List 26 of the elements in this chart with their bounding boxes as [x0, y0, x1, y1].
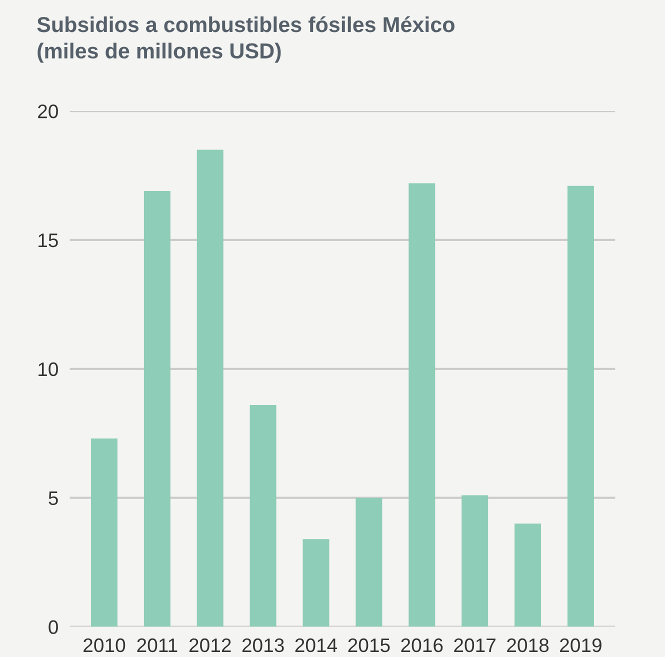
y-tick-label: 5 — [48, 492, 58, 506]
x-tick-label: 2014 — [295, 638, 338, 652]
bar — [567, 186, 594, 627]
bar — [91, 438, 118, 627]
bar — [356, 498, 382, 627]
x-tick-label: 2011 — [137, 638, 178, 652]
x-tick-label: 2015 — [348, 638, 390, 652]
bar — [144, 190, 170, 627]
x-tick-label: 2018 — [507, 638, 549, 652]
y-tick-label: 0 — [48, 620, 58, 634]
x-tick-label: 2013 — [242, 638, 284, 652]
x-tick-label: 2016 — [401, 638, 443, 652]
x-tick-label: 2019 — [560, 638, 602, 652]
bar — [196, 150, 224, 627]
x-tick-label: 2010 — [84, 638, 126, 652]
bar — [462, 495, 488, 627]
bar — [250, 405, 276, 627]
bar — [302, 539, 330, 627]
bar — [514, 524, 542, 627]
bar — [408, 183, 436, 627]
chart-title: Subsidios a combustibles fósiles México (miles de millones USD) — [37, 16, 454, 63]
y-tick-label: 10 — [38, 362, 58, 376]
x-tick-label: 2012 — [189, 638, 231, 652]
y-tick-label: 15 — [38, 234, 58, 248]
x-tick-label: 2017 — [454, 638, 496, 652]
y-tick-label: 20 — [38, 104, 58, 118]
